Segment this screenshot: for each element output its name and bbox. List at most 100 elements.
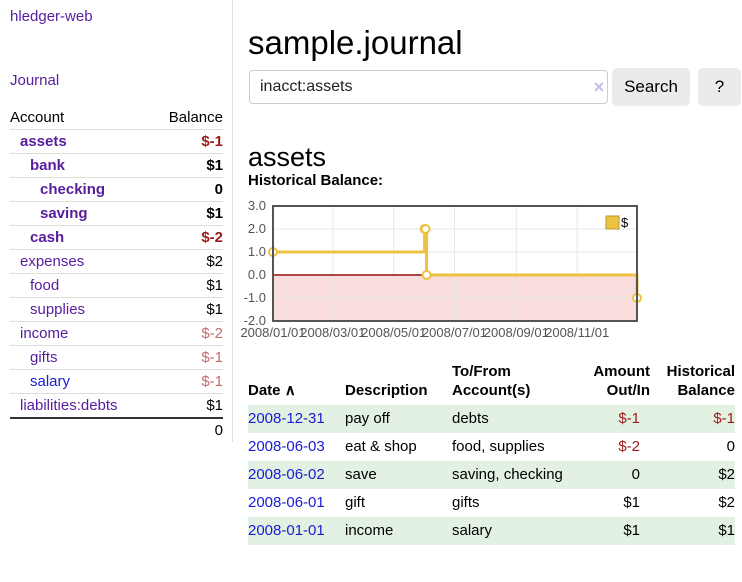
transaction-amount: $-2 xyxy=(618,438,640,455)
account-row-liabilities-debts: liabilities:debts $1 xyxy=(10,393,223,417)
account-balance: $2 xyxy=(206,253,223,270)
account-row-bank: bank $1 xyxy=(10,153,223,177)
account-balance: 0 xyxy=(214,181,223,198)
transaction-date-link[interactable]: 2008-12-31 xyxy=(248,410,325,427)
total-balance: 0 xyxy=(214,422,223,439)
account-balance: $1 xyxy=(206,157,223,174)
sidebar-divider xyxy=(232,0,233,442)
table-row: 2008-12-31 pay off debts $-1 $-1 xyxy=(248,405,735,433)
account-link-income[interactable]: income xyxy=(20,325,69,342)
transaction-amount: $-1 xyxy=(564,405,650,433)
account-link-expenses[interactable]: expenses xyxy=(20,253,85,270)
brand-link[interactable]: hledger-web xyxy=(10,8,93,25)
account-balance-table: Account Balance assets $-1 bank $1 check… xyxy=(10,106,223,442)
table-row: 2008-06-01 gift gifts $1 $2 xyxy=(248,489,735,517)
account-row-income: income $-2 xyxy=(10,321,223,345)
svg-text:3.0: 3.0 xyxy=(248,198,266,213)
transaction-historical: $2 xyxy=(650,461,735,489)
transaction-description: pay off xyxy=(345,405,452,433)
account-balance: $-1 xyxy=(201,133,223,150)
account-row-food: food $1 xyxy=(10,273,223,297)
column-header-date[interactable]: Date ∧ xyxy=(248,382,296,399)
account-total-row: 0 xyxy=(10,417,223,442)
chart-label: Historical Balance: xyxy=(248,172,384,189)
account-link-saving[interactable]: saving xyxy=(40,205,88,222)
transaction-description: income xyxy=(345,517,452,545)
account-link-bank[interactable]: bank xyxy=(30,157,66,174)
account-table-header: Account Balance xyxy=(10,106,223,129)
account-balance: $1 xyxy=(206,277,223,294)
sort-asc-icon: ∧ xyxy=(284,382,296,399)
clear-search-icon[interactable]: × xyxy=(593,77,605,97)
account-row-cash: cash $-2 xyxy=(10,225,223,249)
account-link-liabilities-debts[interactable]: liabilities:debts xyxy=(20,397,118,414)
transaction-description: gift xyxy=(345,494,366,511)
transaction-historical: $2 xyxy=(718,494,735,511)
transaction-date-link[interactable]: 2008-06-03 xyxy=(248,438,325,455)
search-input[interactable] xyxy=(249,70,608,104)
column-header-description: Description xyxy=(345,382,428,399)
balance-column-header: Balance xyxy=(168,109,223,126)
svg-text:2.0: 2.0 xyxy=(248,221,266,236)
column-header-accounts: To/From Account(s) xyxy=(452,363,531,399)
table-row: 2008-01-01 income salary $1 $1 xyxy=(248,517,735,545)
account-balance: $1 xyxy=(206,397,223,414)
transaction-historical: 0 xyxy=(726,438,735,455)
register-header-row: Date ∧ Description To/From Account(s) Am… xyxy=(248,362,735,405)
account-link-salary[interactable]: salary xyxy=(30,373,71,390)
section-title: assets xyxy=(248,142,327,173)
svg-text:-1.0: -1.0 xyxy=(244,290,266,305)
transaction-accounts: debts xyxy=(452,405,564,433)
transaction-description: save xyxy=(345,461,452,489)
account-link-checking[interactable]: checking xyxy=(40,181,106,198)
svg-text:$: $ xyxy=(621,215,629,230)
account-row-saving: saving $1 xyxy=(10,201,223,225)
account-balance: $1 xyxy=(206,205,223,222)
account-link-gifts[interactable]: gifts xyxy=(30,349,58,366)
help-button[interactable]: ? xyxy=(698,68,741,106)
transaction-date-link[interactable]: 2008-06-01 xyxy=(248,494,325,511)
account-link-food[interactable]: food xyxy=(30,277,60,294)
svg-text:2008/09/01: 2008/09/01 xyxy=(484,325,549,340)
transaction-amount: 0 xyxy=(564,461,650,489)
svg-text:2008/07/01: 2008/07/01 xyxy=(422,325,487,340)
svg-text:2008/11/01: 2008/11/01 xyxy=(545,325,609,340)
account-row-expenses: expenses $2 xyxy=(10,249,223,273)
account-row-checking: checking 0 xyxy=(10,177,223,201)
transaction-amount: $1 xyxy=(623,494,640,511)
transaction-date-link[interactable]: 2008-06-02 xyxy=(248,466,325,483)
account-row-gifts: gifts $-1 xyxy=(10,345,223,369)
svg-text:2008/01/01: 2008/01/01 xyxy=(240,325,305,340)
sidebar-item-journal[interactable]: Journal xyxy=(10,72,60,89)
table-row: 2008-06-03 eat & shop food, supplies $-2… xyxy=(248,433,735,461)
account-balance: $1 xyxy=(206,301,223,318)
account-link-supplies[interactable]: supplies xyxy=(30,301,86,318)
page-title: sample.journal xyxy=(248,24,463,62)
account-balance: $-2 xyxy=(201,325,223,342)
transaction-accounts: food, supplies xyxy=(452,438,545,455)
account-column-header: Account xyxy=(10,109,65,126)
transaction-amount: $1 xyxy=(564,517,650,545)
svg-text:2008/05/01: 2008/05/01 xyxy=(361,325,426,340)
transaction-historical: $1 xyxy=(650,517,735,545)
account-balance: $-1 xyxy=(201,349,223,366)
account-link-cash[interactable]: cash xyxy=(30,229,65,246)
transaction-date-link[interactable]: 2008-01-01 xyxy=(248,522,325,539)
account-row-assets: assets $-1 xyxy=(10,129,223,153)
svg-text:2008/03/01: 2008/03/01 xyxy=(300,325,365,340)
account-link-assets[interactable]: assets xyxy=(20,133,67,150)
transaction-accounts: gifts xyxy=(452,494,480,511)
historical-balance-chart: $3.0 2.0 1.0 0.0 -1.0 -2.0 2008/01/01 2008/03/0… xyxy=(238,198,698,350)
svg-text:0.0: 0.0 xyxy=(248,267,266,282)
search-button[interactable]: Search xyxy=(612,68,690,106)
account-row-supplies: supplies $1 xyxy=(10,297,223,321)
register-table: Date ∧ Description To/From Account(s) Am… xyxy=(248,362,735,545)
svg-text:-2.0: -2.0 xyxy=(244,313,266,328)
svg-text:1.0: 1.0 xyxy=(248,244,266,259)
chart-svg: $3.0 2.0 1.0 0.0 -1.0 -2.02008/01/012008/03/0… xyxy=(240,198,642,340)
transaction-accounts: saving, checking xyxy=(452,461,564,489)
account-balance: $-2 xyxy=(201,229,223,246)
transaction-historical: $-1 xyxy=(650,405,735,433)
account-row-salary: salary $-1 xyxy=(10,369,223,393)
transaction-accounts: salary xyxy=(452,517,564,545)
